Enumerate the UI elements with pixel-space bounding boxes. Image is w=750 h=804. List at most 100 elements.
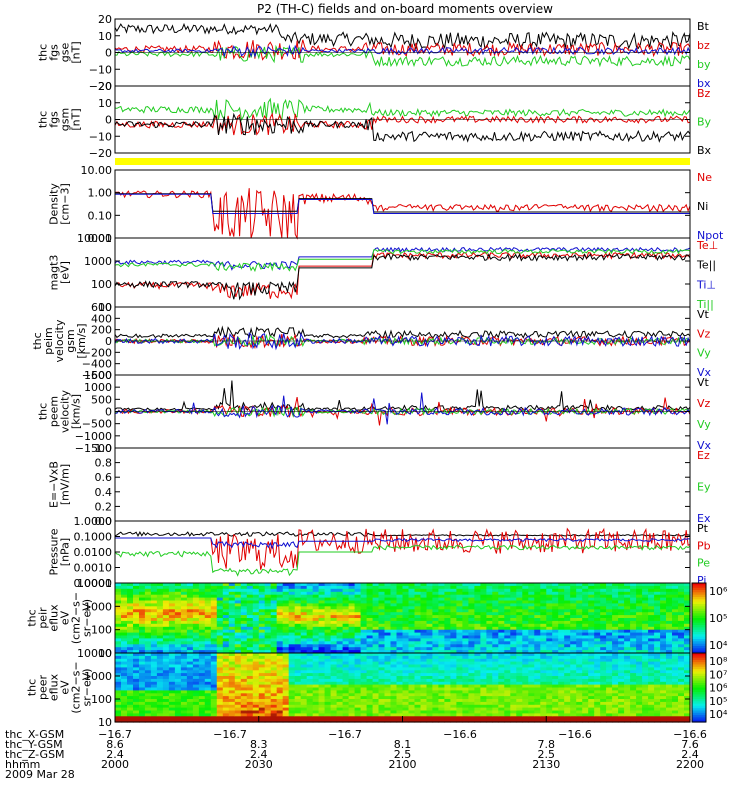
spectrogram-cell: [342, 594, 350, 599]
spectrogram-cell: [252, 612, 260, 616]
spectrogram-cell: [204, 583, 212, 587]
spectrogram-cell: [264, 618, 272, 622]
legend-entry: Bx: [697, 144, 712, 157]
spectrogram-cell: [540, 606, 547, 610]
spectrogram-cell: [618, 653, 625, 657]
spectrogram-cell: [492, 670, 499, 674]
spectrogram-cell: [432, 719, 439, 723]
spectrogram-cell: [534, 594, 541, 599]
spectrogram-cell: [192, 647, 200, 651]
spectrogram-cell: [246, 673, 254, 677]
spectrogram-cell: [456, 707, 463, 712]
spectrogram-cell: [474, 699, 481, 703]
spectrogram-cell: [258, 687, 266, 691]
spectrogram-cell: [306, 696, 314, 700]
spectrogram-cell: [498, 650, 505, 654]
spectrogram-cell: [162, 612, 170, 616]
spectrogram-cell: [438, 632, 445, 637]
spectrogram-cell: [618, 632, 625, 637]
legend-entry: Vt: [697, 376, 710, 389]
spectrogram-cell: [342, 606, 350, 610]
spectrogram-cell: [342, 603, 350, 607]
spectrogram-cell: [228, 710, 236, 714]
spectrogram-cell: [330, 588, 338, 593]
spectrogram-cell: [150, 661, 158, 666]
spectrogram-cell: [618, 618, 625, 622]
spectrogram-cell: [672, 632, 679, 637]
spectrogram-cell: [360, 704, 368, 709]
spectrogram-cell: [133, 704, 140, 709]
spectrogram-cell: [660, 696, 667, 700]
spectrogram-cell: [468, 673, 475, 677]
spectrogram-cell: [390, 626, 398, 631]
spectrogram-cell: [402, 591, 410, 596]
spectrogram-cell: [318, 661, 326, 666]
spectrogram-cell: [342, 690, 350, 694]
spectrogram-cell: [342, 701, 350, 706]
spectrogram-cell: [360, 615, 368, 619]
spectrogram-cell: [636, 699, 643, 703]
spectrogram-cell: [576, 693, 583, 697]
spectrogram-cell: [246, 716, 254, 720]
spectrogram-cell: [324, 626, 332, 631]
spectrogram-cell: [360, 591, 368, 596]
spectrogram-cell: [204, 585, 212, 590]
spectrogram-cell: [438, 626, 445, 631]
spectrogram-cell: [462, 600, 469, 604]
spectrogram-cell: [150, 678, 158, 683]
spectrogram-cell: [258, 583, 266, 587]
spectrogram-cell: [366, 664, 374, 668]
spectrogram-cell: [606, 693, 613, 697]
spectrogram-cell: [630, 667, 637, 671]
spectrogram-cell: [348, 670, 356, 674]
spectrogram-cell: [588, 626, 595, 631]
spectrogram-cell: [684, 600, 691, 604]
spectrogram-cell: [654, 716, 661, 720]
spectrogram-cell: [408, 612, 416, 616]
spectrogram-cell: [384, 626, 392, 631]
spectrogram-cell: [408, 644, 416, 648]
spectrogram-cell: [252, 678, 260, 683]
spectrogram-cell: [498, 676, 505, 680]
spectrogram-cell: [252, 644, 260, 648]
spectrogram-cell: [222, 588, 230, 593]
spectrogram-cell: [306, 585, 314, 590]
spectrogram-cell: [480, 673, 487, 677]
spectrogram-cell: [306, 635, 314, 639]
spectrogram-cell: [288, 583, 296, 587]
spectrogram-cell: [648, 647, 655, 651]
spectrogram-cell: [324, 583, 332, 587]
spectrogram-cell: [486, 641, 493, 645]
spectrogram-cell: [636, 678, 643, 683]
spectrogram-cell: [600, 603, 607, 607]
spectrogram-cell: [474, 701, 481, 706]
spectrogram-cell: [282, 632, 290, 637]
spectrogram-cell: [216, 609, 224, 613]
spectrogram-cell: [342, 618, 350, 622]
spectrogram-cell: [240, 687, 248, 691]
spectrogram-cell: [576, 658, 583, 663]
spectrogram-cell: [198, 603, 206, 607]
spectrogram-cell: [624, 667, 631, 671]
spectrogram-cell: [462, 678, 469, 683]
spectrogram-cell: [139, 591, 146, 596]
y-axis-label: velocity: [59, 390, 72, 433]
spectrogram-cell: [144, 719, 152, 723]
spectrogram-cell: [318, 678, 326, 683]
spectrogram-cell: [270, 696, 278, 700]
colorbar-label: 10⁶: [709, 585, 728, 598]
spectrogram-cell: [414, 699, 422, 703]
spectrogram-cell: [546, 609, 553, 613]
spectrogram-cell: [516, 713, 523, 717]
spectrogram-cell: [672, 716, 679, 720]
y-axis-label: eV: [59, 680, 72, 695]
spectrogram-cell: [252, 641, 260, 645]
spectrogram-cell: [522, 704, 529, 709]
spectrogram-cell: [150, 638, 158, 642]
spectrogram-cell: [624, 606, 631, 610]
spectrogram-cell: [330, 612, 338, 616]
spectrogram-cell: [162, 606, 170, 610]
spectrogram-cell: [198, 594, 206, 599]
spectrogram-cell: [468, 710, 475, 714]
spectrogram-cell: [288, 623, 296, 628]
